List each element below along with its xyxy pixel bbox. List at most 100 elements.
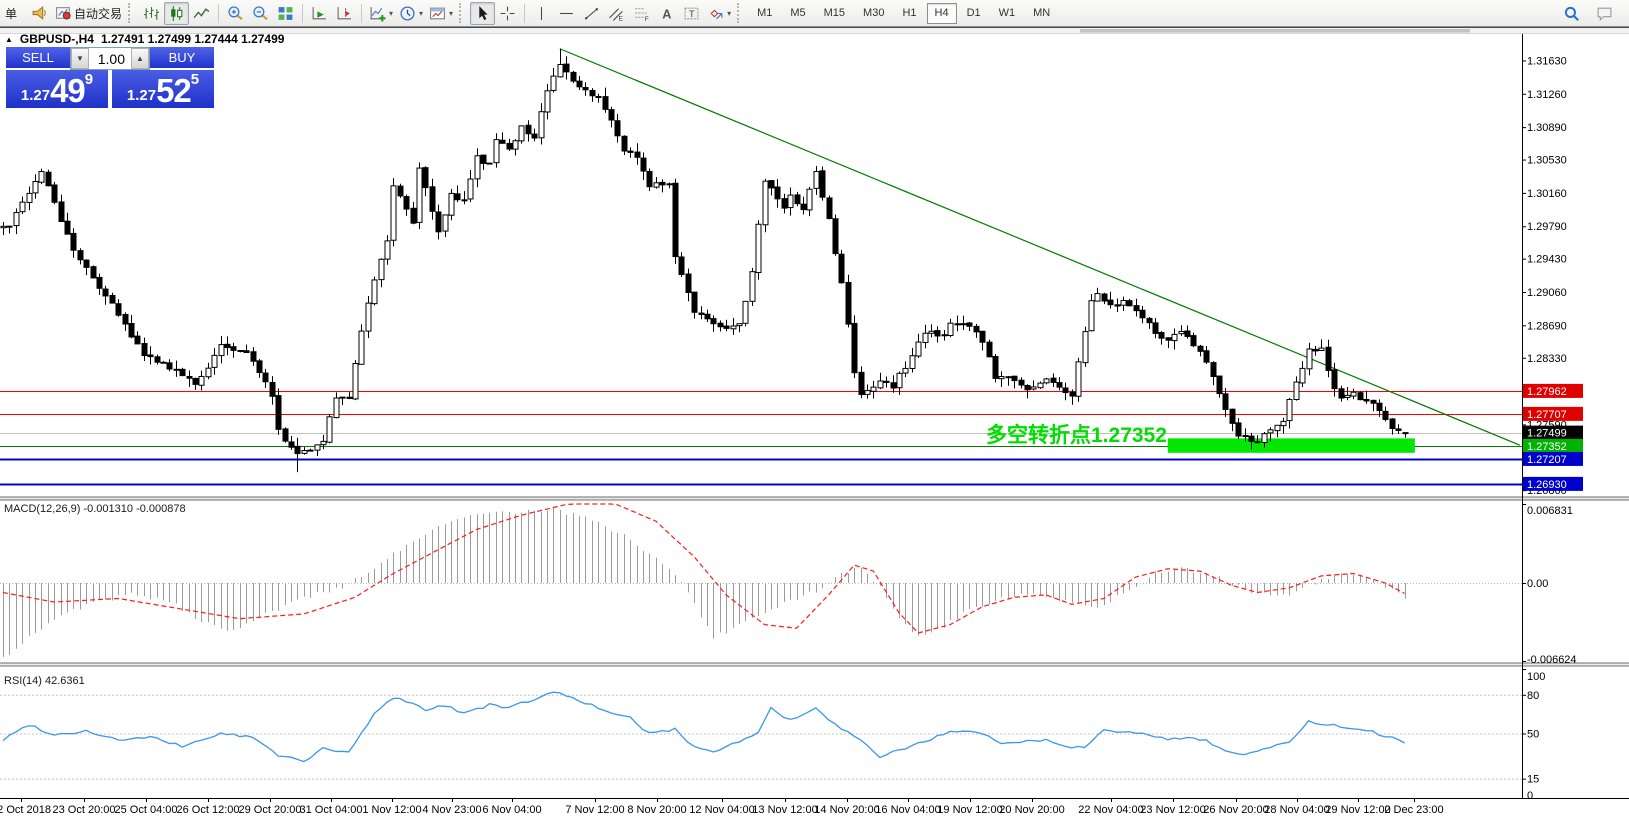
time-axis-label: 26 Nov 20:00 <box>1203 804 1268 816</box>
macd-indicator-label: MACD(12,26,9) -0.001310 -0.000878 <box>4 503 186 515</box>
zoom-out-button[interactable] <box>248 2 273 25</box>
timeframe-D1-button[interactable]: D1 <box>959 3 989 24</box>
volume-stepper[interactable]: ▼ 1.00 ▲ <box>70 47 150 70</box>
pane-separator[interactable] <box>0 496 1629 501</box>
svg-text:0.00: 0.00 <box>1527 578 1548 590</box>
text-label-button[interactable]: T <box>679 2 704 25</box>
time-axis-label: 31 Oct 04:00 <box>300 804 363 816</box>
pane-separator[interactable] <box>0 662 1629 667</box>
timeframe-M5-button[interactable]: M5 <box>782 3 813 24</box>
tile-windows-button[interactable] <box>273 2 298 25</box>
chart-window[interactable]: 1.31630 1.31260 1.30890 1.30530 1.30160 1.297… <box>0 27 1629 819</box>
buy-price[interactable]: 1.27 52 5 <box>112 70 214 108</box>
buy-price-big: 52 <box>156 71 192 109</box>
chart-h-scrollbar[interactable] <box>0 28 1629 34</box>
buy-price-pip: 5 <box>190 71 200 88</box>
price-level-lines[interactable] <box>0 391 1522 486</box>
timeframe-W1-button[interactable]: W1 <box>991 3 1024 24</box>
svg-text:1.27499: 1.27499 <box>1527 428 1567 440</box>
chart-ohlc-header: ▲ GBPUSD-,H4 1.27491 1.27499 1.27444 1.2… <box>5 32 284 46</box>
equidistant-channel-button[interactable]: E <box>604 2 629 25</box>
text-button[interactable]: A <box>654 2 679 25</box>
timeframe-MN-button[interactable]: MN <box>1025 3 1058 24</box>
svg-text:F: F <box>645 15 649 21</box>
volume-increase-button[interactable]: ▲ <box>131 48 149 69</box>
fibonacci-button[interactable]: F <box>629 2 654 25</box>
timeframe-M1-button[interactable]: M1 <box>749 3 780 24</box>
timeframe-M30-button[interactable]: M30 <box>855 3 892 24</box>
ohlc-values: 1.27491 1.27499 1.27444 1.27499 <box>100 32 285 46</box>
pivot-zone-rectangle[interactable] <box>1167 438 1415 453</box>
symbol-collapse-icon[interactable]: ▲ <box>5 34 13 44</box>
svg-text:1.29790: 1.29790 <box>1527 221 1567 233</box>
scrollbar-thumb[interactable] <box>1080 29 1470 33</box>
trendline-button[interactable] <box>579 2 604 25</box>
descending-trendline[interactable] <box>559 48 1521 446</box>
alerts-horn-button[interactable] <box>27 2 52 25</box>
rsi-pane <box>0 691 1522 780</box>
timeframe-H4-button[interactable]: H4 <box>926 2 957 24</box>
shapes-button[interactable]: ▾ <box>704 2 734 25</box>
svg-text:1.30890: 1.30890 <box>1527 122 1567 134</box>
svg-text:50: 50 <box>1527 729 1539 741</box>
zoom-in-button[interactable] <box>223 2 248 25</box>
crosshair-button[interactable] <box>495 2 520 25</box>
price-label-1.27962 <box>1523 383 1583 398</box>
cursor-button[interactable] <box>470 1 496 25</box>
new-order-button[interactable]: 单 <box>2 2 27 25</box>
toolbar-grip[interactable] <box>737 3 743 23</box>
svg-text:1.31630: 1.31630 <box>1527 55 1567 67</box>
sell-button[interactable]: SELL <box>6 47 70 70</box>
price-label-1.26930 <box>1523 476 1583 491</box>
buy-button[interactable]: BUY <box>150 47 214 70</box>
periods-button[interactable]: ▾ <box>396 2 426 25</box>
indicators-button[interactable]: ▾ <box>366 2 396 25</box>
time-axis-label: 4 Nov 23:00 <box>422 804 481 816</box>
time-axis-label: 25 Oct 04:00 <box>115 804 178 816</box>
indicators-button-dropdown-icon[interactable]: ▾ <box>389 8 394 18</box>
svg-text:1.27207: 1.27207 <box>1527 454 1567 466</box>
svg-text:80: 80 <box>1527 690 1539 702</box>
price-label-1.27207 <box>1523 451 1583 466</box>
horizontal-line-button[interactable] <box>554 2 579 25</box>
macd-signal-line <box>2 503 1405 634</box>
shapes-button-dropdown-icon[interactable]: ▾ <box>727 8 732 18</box>
candlestick-chart-button[interactable] <box>164 1 190 25</box>
time-axis-label: 12 Nov 04:00 <box>689 804 754 816</box>
chart-canvas[interactable]: 1.31630 1.31260 1.30890 1.30530 1.30160 1.297… <box>0 28 1629 820</box>
search-icon[interactable] <box>1559 2 1584 25</box>
auto-scroll-button[interactable] <box>307 2 332 25</box>
timeframe-H1-button[interactable]: H1 <box>894 3 924 24</box>
periods-button-dropdown-icon[interactable]: ▾ <box>419 8 424 18</box>
auto-trading-button[interactable]: 自动交易 <box>52 2 125 25</box>
toolbar-grip[interactable] <box>459 3 465 23</box>
community-chat-icon[interactable] <box>1592 2 1617 25</box>
svg-text:1.27707: 1.27707 <box>1527 409 1567 421</box>
price-axis[interactable]: 1.31630 1.31260 1.30890 1.30530 1.30160 1.297… <box>1522 55 1583 497</box>
line-chart-button[interactable] <box>189 2 214 25</box>
chart-shift-button[interactable] <box>332 2 357 25</box>
time-axis-label: 1 Nov 12:00 <box>362 804 421 816</box>
svg-text:1.29430: 1.29430 <box>1527 254 1567 266</box>
price-label-1.27352 <box>1523 438 1583 453</box>
price-label-1.27707 <box>1523 406 1583 421</box>
macd-axis: 0.006831 0.00 -0.006624 <box>1522 504 1577 666</box>
volume-value[interactable]: 1.00 <box>97 50 125 67</box>
svg-text:-0.006624: -0.006624 <box>1527 654 1577 666</box>
time-axis-label: 29 Oct 20:00 <box>239 804 302 816</box>
svg-text:100: 100 <box>1527 671 1545 683</box>
templates-button-dropdown-icon[interactable]: ▾ <box>449 8 454 18</box>
toolbar-grip[interactable] <box>128 3 134 23</box>
sell-price[interactable]: 1.27 49 9 <box>6 70 108 108</box>
svg-text:0: 0 <box>1527 790 1533 802</box>
bar-chart-button[interactable] <box>139 2 164 25</box>
templates-button[interactable]: ▾ <box>426 2 456 25</box>
svg-text:1.30530: 1.30530 <box>1527 155 1567 167</box>
timeframe-M15-button[interactable]: M15 <box>816 3 853 24</box>
vertical-line-button[interactable] <box>529 2 554 25</box>
volume-decrease-button[interactable]: ▼ <box>71 48 89 69</box>
svg-text:T: T <box>689 9 695 20</box>
time-axis-label: 29 Nov 12:00 <box>1325 804 1390 816</box>
time-axis-label: 22 Nov 04:00 <box>1078 804 1143 816</box>
